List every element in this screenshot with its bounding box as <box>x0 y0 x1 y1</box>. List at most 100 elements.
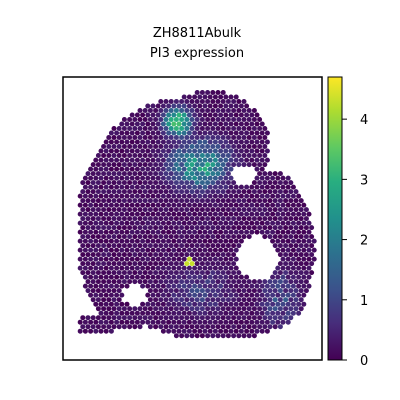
spot <box>179 189 185 195</box>
spot <box>225 144 231 149</box>
spot <box>150 103 156 109</box>
spot <box>160 121 166 127</box>
spot <box>262 225 268 231</box>
spot <box>285 256 291 262</box>
spot <box>155 301 161 307</box>
spot <box>194 297 200 303</box>
spot <box>199 144 205 149</box>
spot <box>129 157 135 163</box>
spot <box>254 328 260 334</box>
spot <box>238 301 244 307</box>
spot <box>199 306 205 312</box>
spot <box>150 157 156 163</box>
spot <box>179 261 185 267</box>
spot <box>189 162 195 168</box>
spot <box>192 220 198 226</box>
spot <box>192 130 198 136</box>
spot <box>179 180 185 186</box>
spot <box>189 144 195 149</box>
spot <box>259 283 265 289</box>
spot <box>306 238 312 244</box>
spot <box>163 108 169 113</box>
spot <box>184 252 190 258</box>
spot <box>233 319 239 325</box>
spot <box>275 274 281 280</box>
spot <box>142 234 148 240</box>
spot <box>280 202 286 208</box>
spot <box>238 283 244 289</box>
spot <box>223 148 229 154</box>
spot <box>111 198 117 204</box>
spot <box>77 319 83 325</box>
spot <box>270 175 276 181</box>
spot <box>121 144 127 149</box>
spot <box>205 90 211 95</box>
spot <box>212 220 218 226</box>
spot <box>272 180 278 186</box>
spot <box>202 238 208 244</box>
spot <box>95 153 101 158</box>
spot <box>238 112 244 118</box>
spot <box>186 175 192 181</box>
spot <box>301 274 307 280</box>
spot <box>277 306 283 312</box>
spot <box>166 103 172 109</box>
spot <box>179 162 185 168</box>
spot <box>205 153 211 158</box>
spot <box>95 243 101 249</box>
spot <box>160 274 166 280</box>
spot <box>121 270 127 276</box>
spot <box>140 265 146 271</box>
spot <box>197 301 203 307</box>
spot <box>277 297 283 303</box>
spot <box>106 189 112 195</box>
spot <box>145 121 151 127</box>
spot <box>215 216 221 222</box>
spot <box>246 162 252 168</box>
spot <box>236 108 242 113</box>
spot <box>166 148 172 154</box>
spot <box>171 184 177 190</box>
spot <box>277 315 283 321</box>
spot <box>270 292 276 298</box>
spot <box>293 243 299 249</box>
spot <box>137 144 143 149</box>
spot <box>173 189 179 195</box>
spot <box>121 126 127 131</box>
spot <box>298 207 304 213</box>
spot <box>137 117 143 122</box>
spot <box>215 180 221 186</box>
spot <box>283 243 289 249</box>
spot <box>134 166 140 172</box>
spot <box>160 184 166 190</box>
spot <box>207 319 213 325</box>
spot <box>181 193 187 199</box>
spot <box>249 139 255 145</box>
spot <box>194 117 200 122</box>
spot <box>98 184 104 190</box>
spot <box>98 193 104 199</box>
spot <box>90 315 96 321</box>
colorbar-tick-label: 0 <box>360 354 368 369</box>
spot <box>210 189 216 195</box>
spot <box>168 135 174 140</box>
spot <box>88 256 94 262</box>
spot <box>134 193 140 199</box>
spot <box>259 139 265 145</box>
spot <box>212 130 218 136</box>
spot <box>127 189 133 195</box>
spot <box>98 265 104 271</box>
spot <box>166 265 172 271</box>
spot <box>244 112 250 118</box>
spot <box>145 319 151 325</box>
spot <box>168 261 174 267</box>
spot <box>215 270 221 276</box>
spot <box>212 301 218 307</box>
spot <box>244 193 250 199</box>
spot <box>184 171 190 177</box>
spot <box>77 193 83 199</box>
spot <box>171 211 177 217</box>
spot <box>168 315 174 321</box>
spot <box>150 301 156 307</box>
spot <box>121 252 127 258</box>
